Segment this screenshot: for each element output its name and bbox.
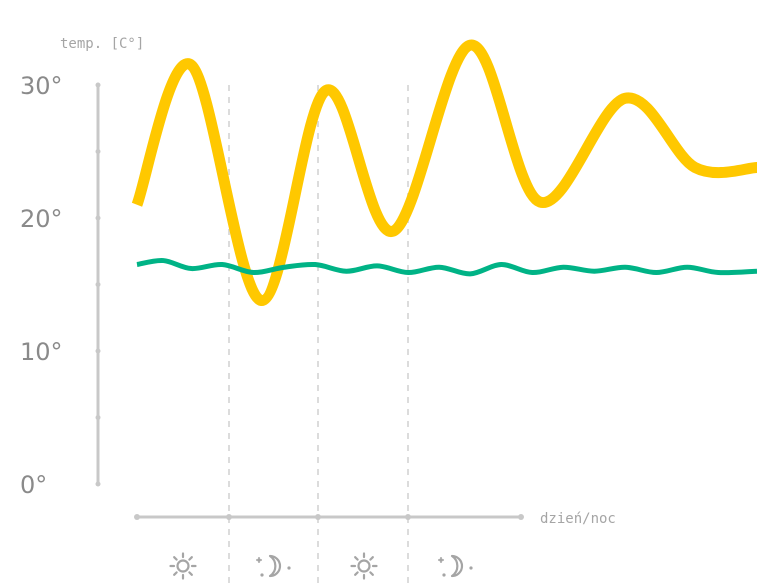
y-axis-unit-label: temp. [C°] bbox=[60, 36, 144, 52]
y-tick-label: 20° bbox=[20, 205, 63, 233]
y-tick-label: 30° bbox=[20, 72, 63, 100]
sun-icon bbox=[350, 552, 378, 580]
y-tick-dot bbox=[95, 348, 101, 354]
x-axis-ticks bbox=[134, 514, 524, 520]
y-tick-dot bbox=[95, 82, 101, 88]
period-separators bbox=[228, 85, 409, 587]
x-tick-dot bbox=[405, 514, 411, 520]
series-layer bbox=[131, 39, 757, 306]
moon-icon bbox=[256, 554, 291, 578]
y-tick-dot bbox=[95, 149, 101, 154]
x-tick-dot bbox=[134, 514, 140, 520]
y-axis-labels: 0° 10° 20° 30° bbox=[20, 72, 63, 499]
y-axis-ticks bbox=[95, 82, 101, 487]
x-tick-dot bbox=[518, 514, 524, 520]
series-line-green bbox=[136, 258, 757, 277]
y-tick-label: 0° bbox=[20, 471, 47, 499]
sun-icon bbox=[169, 552, 197, 580]
series-line-yellow bbox=[131, 39, 757, 306]
moon-icon bbox=[438, 554, 473, 578]
period-icons bbox=[169, 552, 473, 580]
y-tick-dot bbox=[95, 481, 101, 487]
y-tick-label: 10° bbox=[20, 338, 63, 366]
y-tick-dot bbox=[95, 215, 101, 221]
x-tick-dot bbox=[315, 514, 321, 520]
x-tick-dot bbox=[226, 514, 232, 520]
y-tick-dot bbox=[95, 415, 101, 420]
x-axis-label: dzień/noc bbox=[540, 511, 616, 527]
y-tick-dot bbox=[95, 282, 101, 287]
